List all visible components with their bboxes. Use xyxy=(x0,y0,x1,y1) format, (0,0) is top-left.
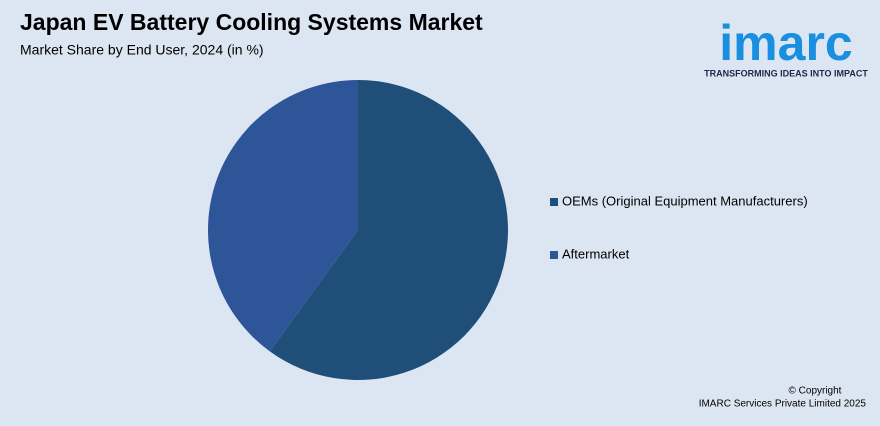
pie-slice xyxy=(269,80,509,380)
legend-label: OEMs (Original Equipment Manufacturers) xyxy=(562,193,808,208)
chart-subtitle: Market Share by End User, 2024 (in %) xyxy=(20,42,264,58)
legend-swatch xyxy=(550,198,558,206)
copyright-owner: IMARC Services Private Limited 2025 xyxy=(699,399,867,410)
pie xyxy=(208,80,509,380)
logo-tagline: TRANSFORMING IDEAS INTO IMPACT xyxy=(704,68,868,78)
logo-name: imarc xyxy=(719,15,852,71)
chart-title: Japan EV Battery Cooling Systems Market xyxy=(20,9,483,35)
copyright: © Copyright xyxy=(789,386,842,397)
legend-label: Aftermarket xyxy=(562,246,630,261)
legend: OEMs (Original Equipment Manufacturers) A… xyxy=(550,193,808,261)
legend-swatch xyxy=(550,251,558,259)
pie-slice xyxy=(208,80,358,352)
